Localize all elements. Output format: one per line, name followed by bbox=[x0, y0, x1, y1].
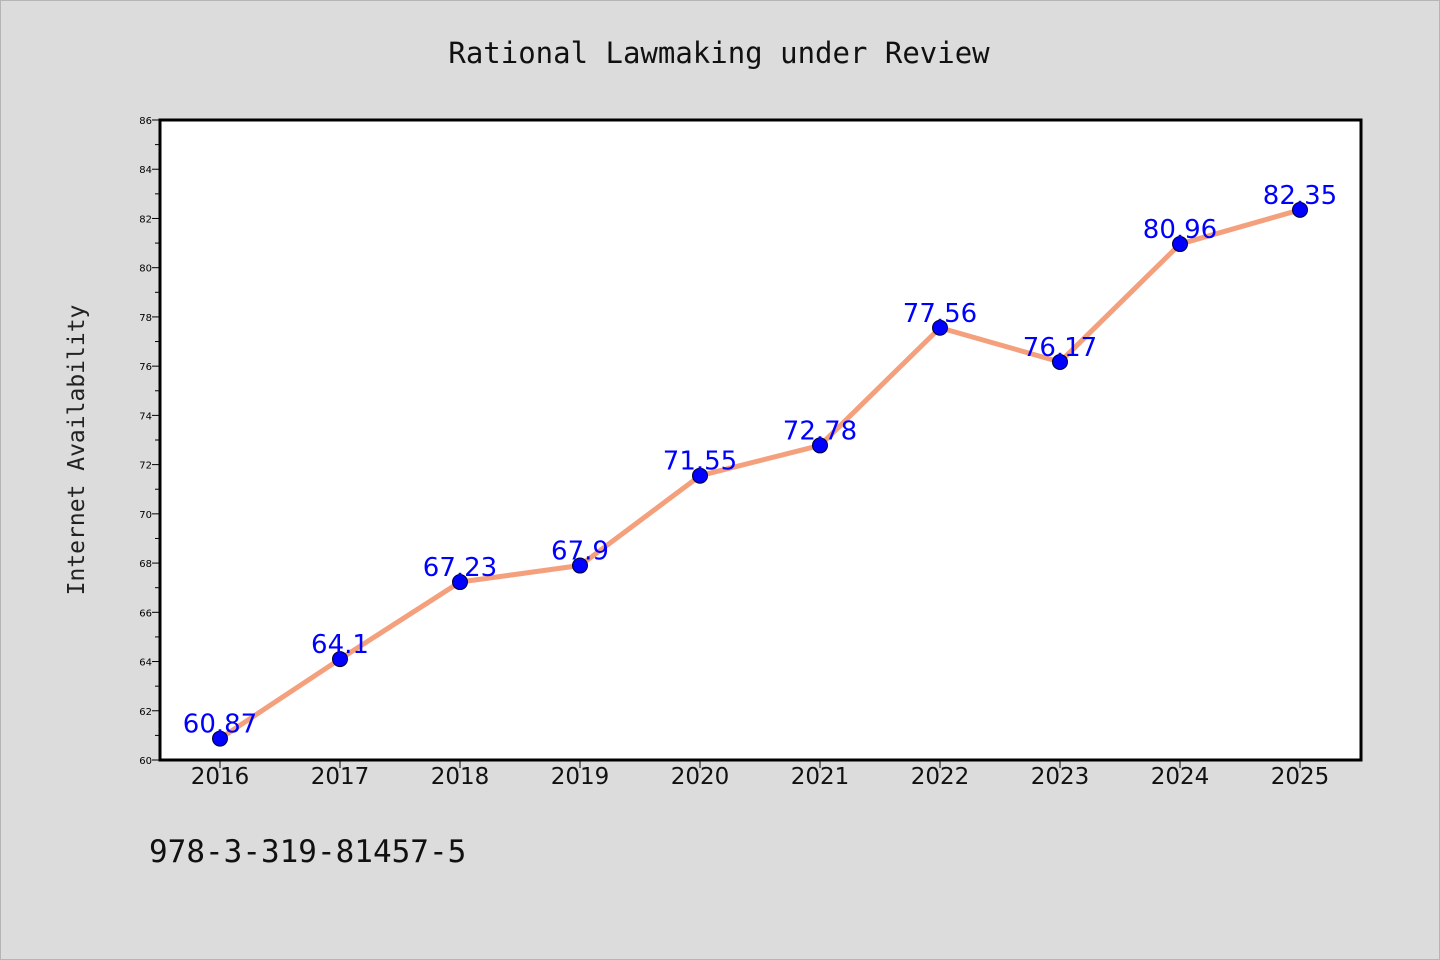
x-tick-label: 2021 bbox=[791, 764, 850, 790]
x-tick-label: 2017 bbox=[311, 764, 370, 790]
data-point bbox=[572, 557, 588, 574]
y-tick-label: 68 bbox=[139, 559, 152, 570]
data-label: 76.17 bbox=[1023, 333, 1097, 363]
y-tick-label: 60 bbox=[139, 756, 152, 767]
data-point bbox=[212, 730, 228, 747]
data-point bbox=[812, 437, 828, 454]
data-point bbox=[1052, 353, 1068, 370]
data-label: 77.56 bbox=[903, 299, 977, 329]
y-tick-label: 80 bbox=[139, 264, 152, 275]
y-axis: 60 62 64 66 68 70 72 74 76 78 80 82 84 86 bbox=[139, 116, 160, 767]
data-label: 64.1 bbox=[311, 630, 369, 660]
data-point bbox=[1292, 201, 1308, 218]
y-tick-label: 70 bbox=[139, 510, 152, 521]
x-axis: 2016 2017 2018 2019 2020 2021 2022 2023 2024 2025 bbox=[191, 760, 1330, 790]
y-tick-label: 72 bbox=[139, 461, 152, 472]
x-tick-label: 2020 bbox=[671, 764, 730, 790]
y-tick-label: 78 bbox=[139, 313, 152, 324]
y-tick-label: 82 bbox=[139, 214, 152, 225]
x-tick-label: 2024 bbox=[1151, 764, 1210, 790]
chart-title: Rational Lawmaking under Review bbox=[448, 36, 990, 70]
series-group bbox=[212, 201, 1308, 747]
x-tick-label: 2018 bbox=[431, 764, 490, 790]
data-label: 60.87 bbox=[183, 710, 257, 740]
data-labels: 60.87 64.1 67.23 67.9 71.55 72.78 77.56 76.17 80… bbox=[183, 181, 1337, 740]
isbn-footer: 978-3-319-81457-5 bbox=[149, 834, 467, 870]
y-tick-label: 64 bbox=[139, 658, 152, 669]
y-tick-label: 62 bbox=[139, 707, 152, 718]
data-label: 80.96 bbox=[1143, 215, 1217, 245]
data-label: 67.9 bbox=[551, 537, 609, 567]
data-label: 71.55 bbox=[663, 447, 737, 477]
x-tick-label: 2023 bbox=[1031, 764, 1090, 790]
data-point bbox=[932, 319, 948, 336]
y-tick-label: 84 bbox=[139, 165, 152, 176]
y-axis-label: Internet Availability bbox=[64, 305, 90, 596]
data-label: 67.23 bbox=[423, 553, 497, 583]
y-tick-label: 74 bbox=[139, 411, 152, 422]
y-tick-label: 76 bbox=[139, 362, 152, 373]
data-label: 82.35 bbox=[1263, 181, 1337, 211]
data-point bbox=[692, 467, 708, 484]
plot-area bbox=[158, 118, 1363, 762]
x-tick-label: 2025 bbox=[1271, 764, 1330, 790]
x-tick-label: 2022 bbox=[911, 764, 970, 790]
y-tick-label: 86 bbox=[139, 116, 152, 127]
data-point bbox=[332, 651, 348, 668]
series-line bbox=[217, 207, 1303, 742]
y-tick-label: 66 bbox=[139, 608, 152, 619]
data-label: 72.78 bbox=[783, 416, 857, 446]
x-tick-label: 2019 bbox=[551, 764, 610, 790]
data-point bbox=[1172, 236, 1188, 253]
x-tick-label: 2016 bbox=[191, 764, 250, 790]
data-point bbox=[452, 574, 468, 591]
